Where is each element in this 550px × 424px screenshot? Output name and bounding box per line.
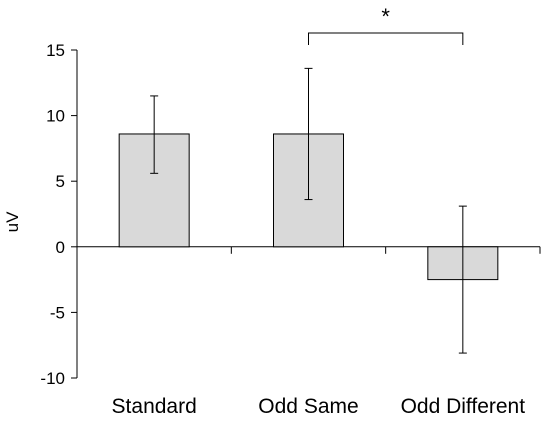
y-tick-label: 5 — [56, 172, 65, 191]
y-tick-label: 0 — [56, 238, 65, 257]
y-tick-label: -10 — [40, 369, 65, 388]
x-axis: Standard Odd Same Odd Different — [77, 246, 541, 418]
significance-bracket — [308, 32, 464, 45]
x-tick-label: Odd Different — [401, 395, 526, 418]
x-tick-label: Standard — [112, 395, 197, 418]
significance-annotation: * — [308, 4, 464, 45]
significance-label: * — [381, 4, 390, 29]
y-axis: -10 -5 0 5 10 15 — [40, 41, 78, 388]
y-tick-label: 10 — [46, 107, 65, 126]
error-bars — [150, 67, 467, 354]
y-tick-label: 15 — [46, 41, 65, 60]
y-tick-label: -5 — [50, 303, 65, 322]
y-axis-title: uV — [3, 211, 22, 232]
x-tick-label: Odd Same — [258, 395, 358, 418]
